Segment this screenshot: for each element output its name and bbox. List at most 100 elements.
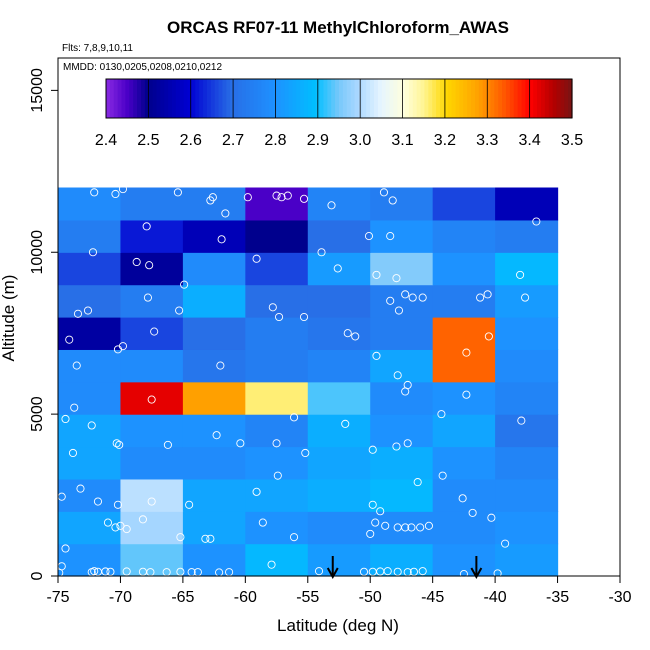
colorbar-segment (443, 79, 449, 118)
sample-point (93, 497, 103, 506)
sample-point (142, 222, 151, 231)
sample-point (368, 445, 377, 454)
sample-point (101, 567, 110, 576)
colorbar-tick-label: 2.7 (222, 132, 244, 149)
heatmap-cells (58, 187, 559, 577)
sample-point (371, 518, 380, 527)
colorbar-segment (109, 79, 115, 118)
heatmap-cell (182, 252, 246, 286)
colorbar-segment (311, 79, 317, 118)
colorbar-segment (175, 79, 181, 118)
colorbar-segment (335, 79, 340, 118)
heatmap-cell (245, 511, 309, 545)
sample-points (55, 185, 541, 579)
sample-point (103, 518, 113, 527)
colorbar-segment (191, 79, 196, 118)
heatmap-cell (58, 478, 122, 512)
colorbar-tick-label: 2.6 (180, 132, 202, 149)
sample-point (175, 306, 184, 315)
sample-point (516, 270, 525, 279)
sample-point (437, 410, 446, 419)
sample-point (113, 500, 122, 509)
colorbar-segment (346, 79, 352, 118)
sample-point (484, 332, 493, 341)
sample-point (327, 201, 336, 210)
sample-point (386, 296, 395, 305)
colorbar-segment (152, 79, 158, 118)
colorbar-segment (238, 79, 243, 118)
sample-point (147, 497, 156, 506)
heatmap-cell (58, 284, 122, 318)
sample-point (424, 521, 433, 530)
sample-point (111, 523, 120, 532)
heatmap-cell (120, 349, 184, 383)
heatmap-cell (182, 284, 246, 318)
colorbar-segment (362, 79, 367, 118)
colorbar-segment (459, 79, 464, 118)
sample-point (61, 414, 70, 424)
colorbar-segment (424, 79, 429, 118)
heatmap-cell (245, 349, 309, 383)
colorbar-segment (544, 79, 550, 118)
colorbar-segment (234, 79, 239, 118)
colorbar-segment (319, 79, 325, 118)
sample-point (379, 188, 389, 197)
y-axis-label: Altitude (m) (0, 275, 18, 362)
colorbar-segment (206, 79, 212, 118)
sample-point (88, 248, 98, 257)
colorbar-segment (117, 79, 123, 118)
colorbar-segment (366, 79, 371, 118)
sample-point (221, 209, 230, 218)
sample-point (408, 293, 417, 302)
colorbar-segment (416, 79, 422, 118)
sample-point (301, 448, 310, 458)
colorbar-segment (564, 79, 569, 118)
sample-point (314, 567, 324, 576)
heatmap-cell (370, 414, 434, 448)
heatmap-cell (120, 252, 184, 286)
heatmap-cell (370, 187, 434, 221)
colorbar: 2.4 2.5 2.6 2.7 2.8 2.9 3.0 3.1 3.2 3.3 3.4 3.5 (95, 78, 583, 149)
colorbar-segment (257, 79, 262, 118)
colorbar-segment (327, 79, 332, 118)
heatmap-cell (58, 349, 122, 383)
sample-point (388, 196, 397, 205)
sample-point (476, 293, 485, 302)
heatmap-cell (58, 317, 122, 350)
colorbar-segment (373, 79, 379, 118)
heatmap-cell (58, 511, 122, 545)
heatmap-cell (307, 381, 371, 415)
heatmap-cell (245, 543, 309, 577)
heatmap-cell (58, 187, 122, 221)
colorbar-segment (144, 79, 150, 118)
colorbar-segment (381, 79, 387, 118)
heatmap-cell (182, 511, 246, 545)
colorbar-segment (172, 79, 177, 118)
colorbar-segment (350, 79, 356, 118)
colorbar-segment (129, 79, 134, 118)
x-tick-label: -50 (359, 589, 382, 606)
colorbar-segment (474, 79, 480, 118)
colorbar-segment (358, 79, 363, 118)
heatmap-cell (495, 381, 559, 415)
sample-point (76, 484, 85, 493)
colorbar-segment (339, 79, 344, 118)
colorbar-segment (540, 79, 546, 118)
colorbar-segment (292, 79, 297, 118)
sample-point (258, 518, 267, 527)
heatmap-cell (307, 511, 371, 545)
colorbar-segment (490, 79, 495, 118)
heatmap-cell (495, 478, 559, 512)
sample-point (392, 274, 401, 283)
colorbar-tick-label: 3.4 (519, 132, 541, 149)
heatmap-cell (120, 284, 184, 318)
colorbar-segment (156, 79, 161, 118)
colorbar-tick-label: 3.1 (391, 132, 413, 149)
sample-point (376, 507, 385, 516)
sample-point (145, 261, 154, 270)
heatmap-cell (307, 414, 371, 448)
colorbar-segment (568, 79, 573, 118)
sample-point (267, 560, 276, 569)
heatmap-cell (58, 446, 122, 480)
heatmap-cell (245, 284, 309, 318)
